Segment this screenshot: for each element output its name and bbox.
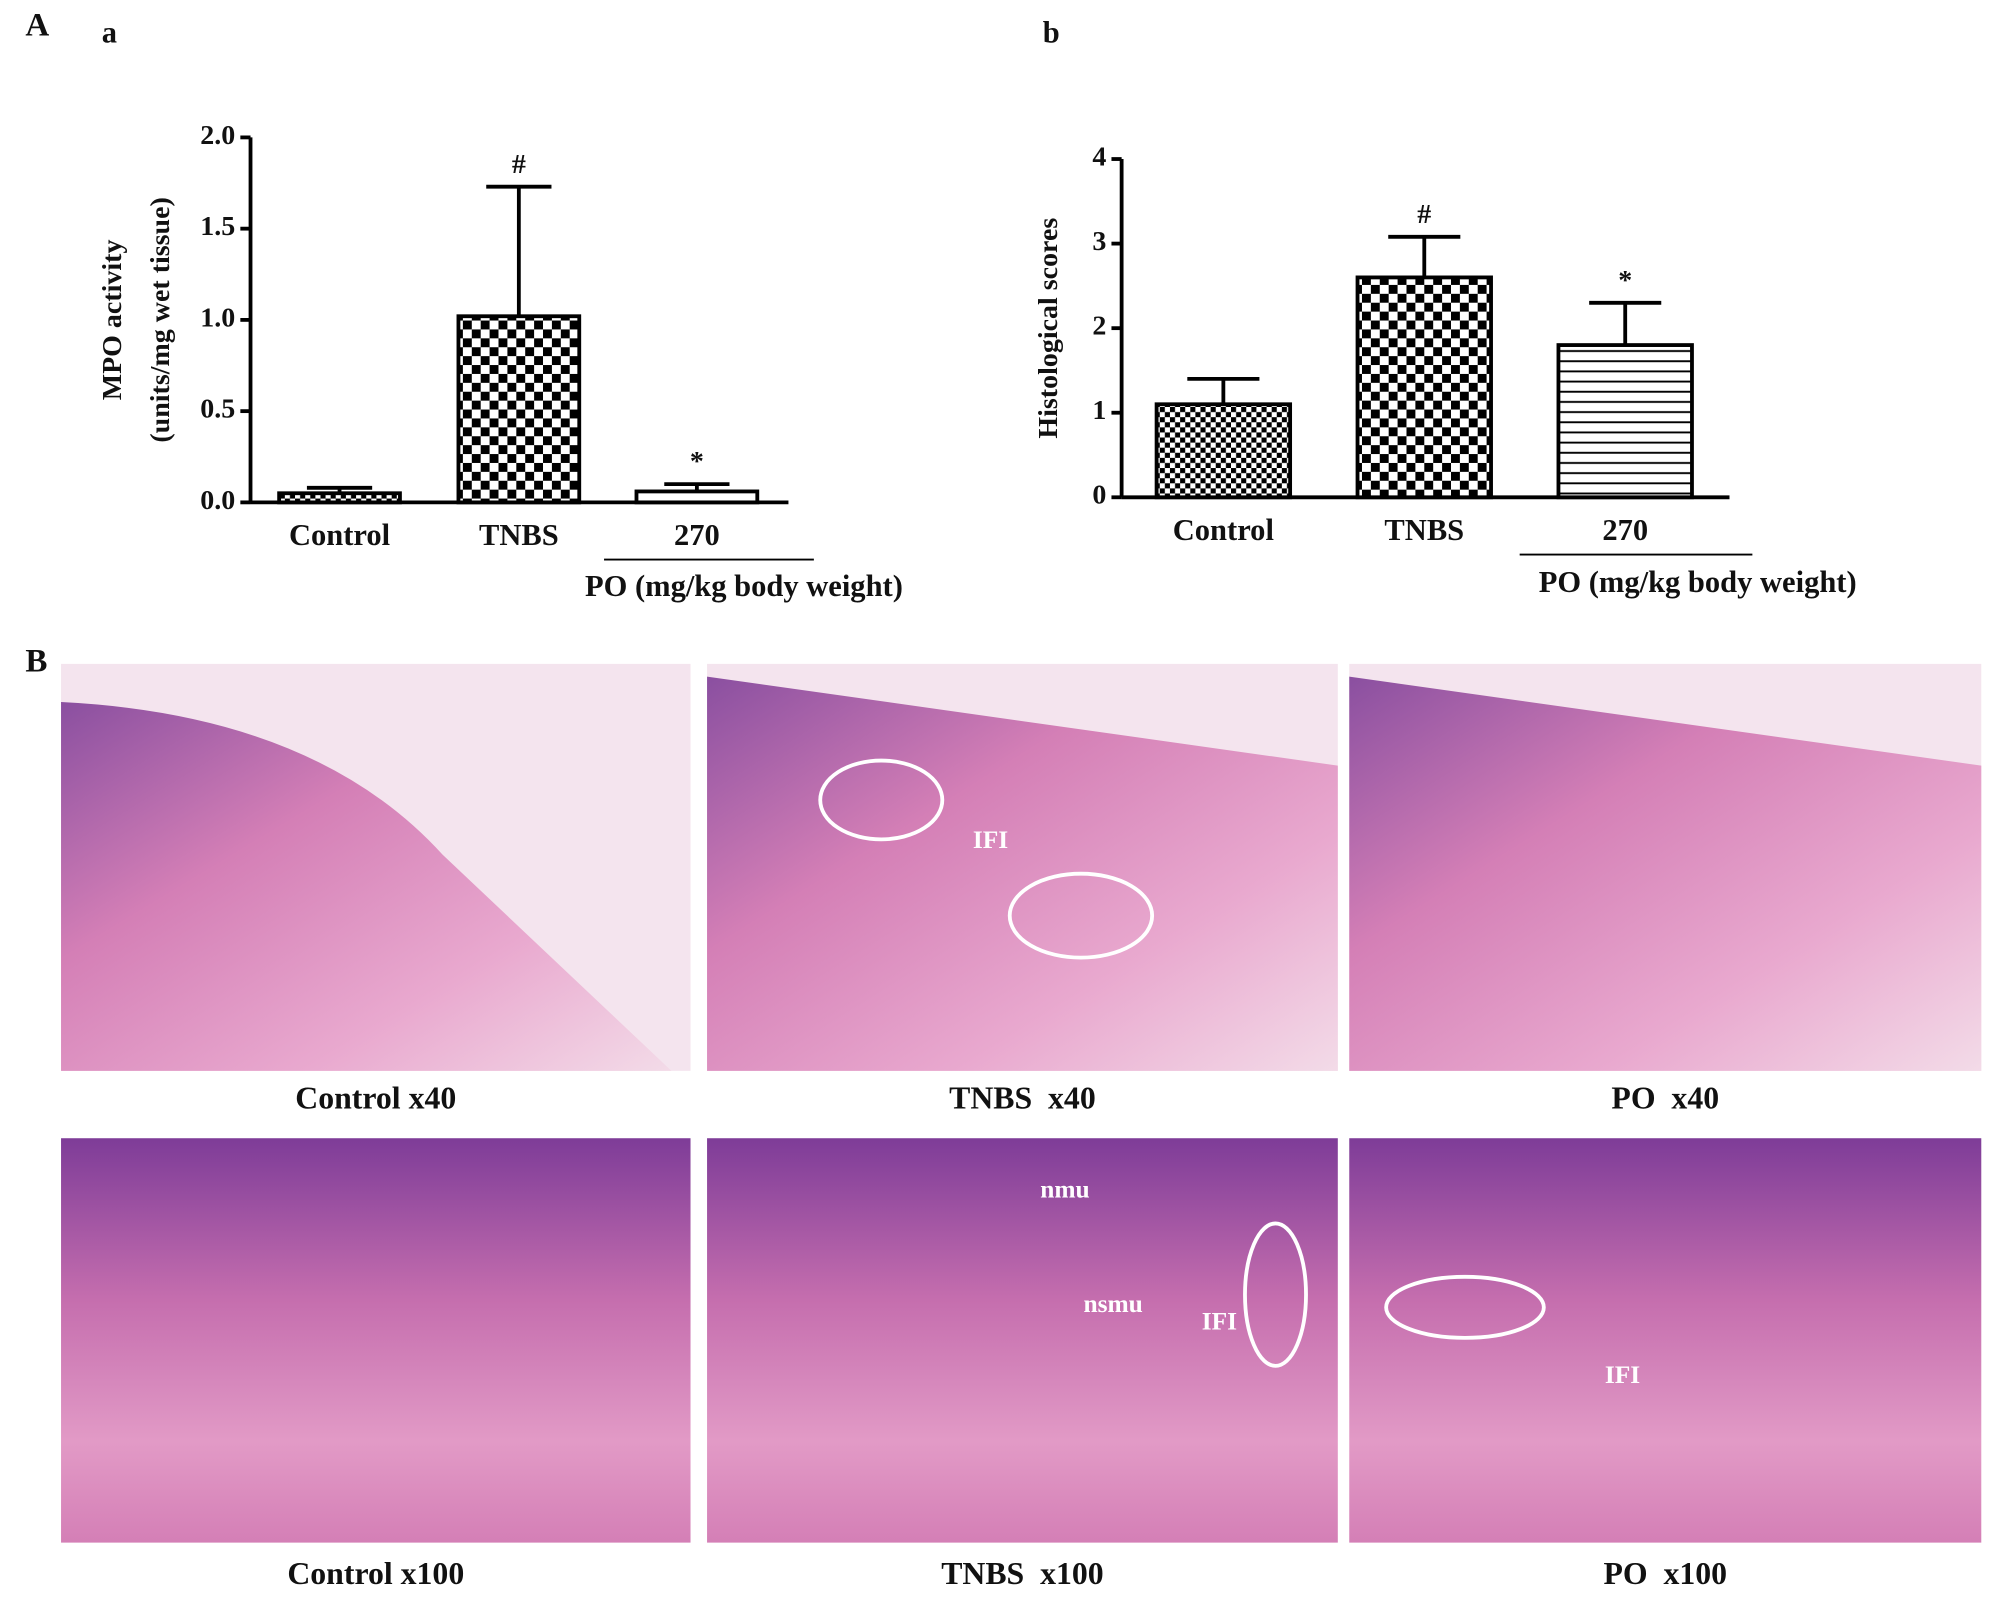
group-label: PO (mg/kg body weight) [1539, 565, 1857, 599]
x-tick-label: 270 [1602, 513, 1648, 547]
significance-mark: * [690, 446, 704, 477]
group-label: PO (mg/kg body weight) [585, 569, 903, 603]
y-tick-label: 0 [1092, 480, 1106, 511]
annotation-label: nmu [1040, 1174, 1089, 1203]
image-caption: Control x40 [295, 1081, 456, 1116]
y-tick-label: 0.5 [200, 394, 235, 425]
bar [634, 489, 760, 505]
x-tick-label: TNBS [1384, 513, 1464, 547]
y-axis-label: (units/mg wet tissue) [145, 197, 176, 443]
bar [1556, 343, 1694, 500]
annotation-ellipse [1384, 1274, 1546, 1340]
y-tick-label: 1.0 [200, 302, 235, 333]
y-tick-label: 2.0 [200, 120, 235, 151]
histology-image [61, 1138, 691, 1543]
annotation-ellipse [818, 758, 945, 842]
y-tick-label: 0.0 [200, 485, 235, 516]
image-caption: PO x40 [1611, 1081, 1719, 1116]
y-tick-label: 1 [1092, 395, 1106, 426]
y-tick-label: 4 [1092, 141, 1106, 172]
x-tick-label: TNBS [479, 518, 559, 552]
image-caption: TNBS x100 [941, 1556, 1103, 1591]
x-tick-label: Control [289, 518, 390, 552]
subpanel-label: a [102, 16, 117, 50]
significance-mark: * [1618, 265, 1632, 296]
tissue-section [61, 702, 672, 1071]
image-caption: TNBS x40 [949, 1081, 1096, 1116]
annotation-label: IFI [1202, 1307, 1237, 1336]
tissue-section [1349, 676, 1982, 1071]
annotation-ellipse [1007, 871, 1155, 960]
histology-image [1349, 1138, 1982, 1543]
bar [1154, 402, 1293, 500]
image-caption: Control x100 [287, 1556, 464, 1591]
panel-label: A [25, 8, 49, 44]
annotation-label: nsmu [1083, 1289, 1142, 1318]
y-tick-label: 1.5 [200, 211, 235, 242]
annotation-label: IFI [973, 825, 1008, 854]
x-tick-label: Control [1173, 513, 1274, 547]
y-tick-label: 3 [1092, 226, 1106, 257]
bar [456, 314, 582, 505]
subpanel-label: b [1043, 16, 1060, 50]
panel-label: B [25, 643, 47, 679]
bar [277, 491, 402, 505]
significance-mark: # [512, 149, 526, 180]
histology-image [707, 1138, 1338, 1543]
tissue-section [707, 676, 1338, 1071]
bar [1355, 275, 1493, 500]
annotation-ellipse [1243, 1221, 1308, 1368]
y-axis-label: Histological scores [1033, 218, 1064, 439]
significance-mark: # [1417, 199, 1431, 230]
annotation-label: IFI [1605, 1360, 1640, 1389]
y-axis-label: MPO activity [97, 240, 128, 401]
y-tick-label: 2 [1092, 311, 1106, 342]
x-tick-label: 270 [674, 518, 720, 552]
image-caption: PO x100 [1603, 1556, 1727, 1591]
